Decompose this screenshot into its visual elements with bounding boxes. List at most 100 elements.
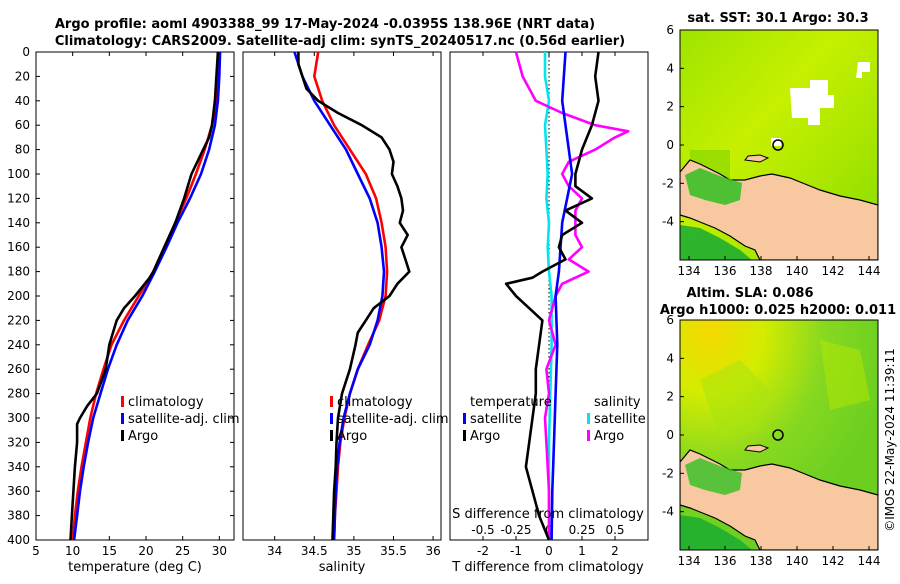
x-tick-label: 20: [138, 544, 153, 558]
depth-tick-label: 220: [7, 313, 30, 327]
lat-tick-label: -4: [662, 215, 674, 229]
depth-tick-label: 200: [7, 289, 30, 303]
cloud-gap: [856, 62, 870, 78]
depth-tick-label: 20: [15, 69, 30, 83]
x-tick-label: -2: [477, 544, 489, 558]
lat-tick-label: 2: [666, 100, 674, 114]
depth-tick-label: 260: [7, 362, 30, 376]
cloud-gap: [790, 80, 834, 125]
x-tick-label: 5: [32, 544, 40, 558]
legend-climatology: climatology: [337, 395, 413, 410]
depth-tick-label: 100: [7, 167, 30, 181]
salinity-axes-box: [242, 51, 442, 541]
lat-tick-label: 6: [666, 313, 674, 327]
x-tick-label: 35.5: [380, 544, 407, 558]
legend-salinity-heading: salinity: [594, 395, 641, 410]
figure-title-line2: Climatology: CARS2009. Satellite-adj cli…: [55, 34, 625, 49]
depth-tick-label: 60: [15, 118, 30, 132]
lon-tick-label: 144: [858, 554, 881, 568]
legend-s-argo: Argo: [594, 429, 624, 444]
depth-tick-label: 160: [7, 240, 30, 254]
temperature-xlabel: temperature (deg C): [68, 560, 202, 575]
x-tick-label: 36: [425, 544, 440, 558]
temperature-legend: climatology satellite-adj. clim Argo: [121, 395, 240, 444]
x-tick-label: 34: [267, 544, 282, 558]
depth-tick-label: 140: [7, 216, 30, 230]
x-tick-label: 15: [102, 544, 117, 558]
lon-tick-label: 134: [678, 554, 701, 568]
lat-tick-label: 0: [666, 138, 674, 152]
salinity-panel: 34 34.5 35 35.5 36 salinity climatology sate…: [242, 51, 449, 575]
temperature-panel: 0204060801001201401601802002202402602803…: [7, 45, 648, 575]
s-diff-tick-label: -0.25: [500, 523, 531, 537]
legend-s-satellite: satellite: [594, 412, 646, 427]
x-tick-label: 2: [611, 544, 619, 558]
depth-tick-label: 240: [7, 338, 30, 352]
island-coast: [744, 444, 770, 453]
depth-tick-label: 80: [15, 143, 30, 157]
lon-tick-label: 142: [822, 264, 845, 278]
satellite-adj-clim-line: [293, 51, 386, 541]
s-argo-diff-line: [514, 51, 630, 540]
s-satellite-diff-line: [543, 52, 553, 540]
x-tick-label: 0: [545, 544, 553, 558]
imos-watermark: ©IMOS 22-May-2024 11:39:11: [883, 348, 897, 532]
lat-tick-label: -2: [662, 176, 674, 190]
lon-tick-label: 134: [678, 264, 701, 278]
lon-tick-label: 138: [750, 554, 773, 568]
sla-map-title: Altim. SLA: 0.086: [687, 286, 814, 301]
lat-tick-label: -4: [662, 505, 674, 519]
depth-tick-label: 180: [7, 265, 30, 279]
lat-tick-label: 4: [666, 351, 674, 365]
t-satellite-diff-line: [550, 51, 574, 541]
legend-temperature-heading: temperature: [470, 395, 552, 410]
legend-climatology: climatology: [128, 395, 204, 410]
t-argo-diff-line: [504, 51, 600, 541]
x-tick-label: -1: [510, 544, 522, 558]
lat-tick-label: 4: [666, 61, 674, 75]
lon-tick-label: 140: [786, 554, 809, 568]
legend-t-satellite: satellite: [470, 412, 522, 427]
lon-tick-label: 136: [714, 264, 737, 278]
depth-tick-label: 40: [15, 94, 30, 108]
s-diff-tick-label: 0.25: [569, 523, 596, 537]
salinity-legend: climatology satellite-adj. clim Argo: [330, 395, 449, 444]
coastal-green: [680, 515, 752, 550]
depth-tick-label: 280: [7, 387, 30, 401]
lon-tick-label: 144: [858, 264, 881, 278]
x-tick-label: 1: [578, 544, 586, 558]
salinity-xlabel: salinity: [319, 560, 366, 575]
argo-line: [69, 51, 220, 541]
coastal-green: [685, 458, 742, 495]
lon-tick-label: 138: [750, 264, 773, 278]
legend-argo: Argo: [128, 429, 158, 444]
lon-tick-label: 136: [714, 554, 737, 568]
sla-feature: [700, 360, 770, 440]
lat-tick-label: 6: [666, 23, 674, 37]
coastal-green: [680, 225, 752, 260]
x-tick-label: 10: [65, 544, 80, 558]
sst-map-title: sat. SST: 30.1 Argo: 30.3: [687, 11, 868, 26]
difference-xlabel: T difference from climatology: [451, 560, 644, 575]
sst-map-panel: sat. SST: 30.1 Argo: 30.3 134 136 138 140 14…: [662, 11, 880, 278]
argo-position-marker: [772, 139, 784, 151]
island-coast: [744, 154, 770, 163]
s-diff-tick-label: 0.5: [605, 523, 624, 537]
legend-argo: Argo: [337, 429, 367, 444]
depth-tick-label: 320: [7, 435, 30, 449]
depth-tick-label: 400: [7, 533, 30, 547]
legend-satellite: satellite-adj. clim: [337, 412, 449, 427]
x-tick-label: 25: [175, 544, 190, 558]
sla-map-subtitle: Argo h1000: 0.025 h2000: 0.011: [660, 303, 896, 318]
coastal-green: [685, 168, 742, 205]
depth-tick-label: 380: [7, 509, 30, 523]
lon-tick-label: 140: [786, 264, 809, 278]
difference-panel: -2 -1 0 1 2 -0.5 -0.25 0 0.25 0.5 S difference f…: [449, 51, 649, 575]
x-tick-label: 30: [212, 544, 227, 558]
argo-line: [297, 52, 411, 541]
depth-tick-label: 360: [7, 484, 30, 498]
depth-tick-label: 300: [7, 411, 30, 425]
lat-tick-label: -2: [662, 466, 674, 480]
sla-feature: [820, 340, 870, 410]
